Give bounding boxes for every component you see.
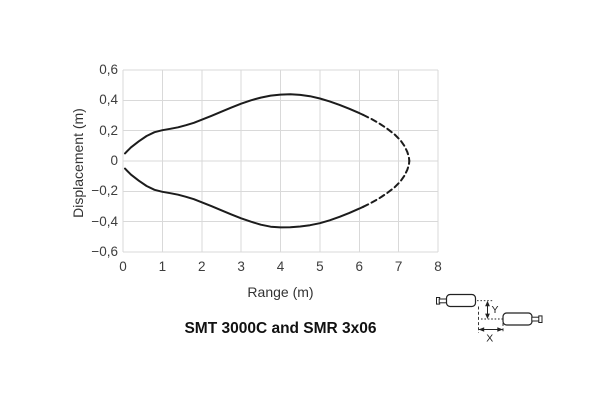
connector-stem-icon <box>438 298 448 304</box>
y-tick-label: −0,2 <box>91 183 118 199</box>
x-tick-label: 3 <box>237 259 245 274</box>
x-tick-label: 5 <box>316 259 324 274</box>
series-lower-envelope-solid <box>124 167 365 229</box>
y-tick-label: 0,6 <box>99 62 118 77</box>
y-tick-label: 0,2 <box>99 122 118 138</box>
chart-title: SMT 3000C and SMR 3x06 <box>184 320 377 337</box>
x-offset-label: X <box>486 333 493 345</box>
series-lower-envelope-dashed <box>362 160 411 208</box>
transducer-top-left <box>436 293 477 308</box>
x-tick-label: 7 <box>394 259 403 274</box>
transducer-offset-diagram: Y X <box>436 293 543 345</box>
y-tick-label: −0,6 <box>91 244 118 259</box>
x-offset-dimension: X <box>478 306 504 345</box>
y-offset-label: Y <box>492 304 499 316</box>
x-axis-title: Range (m) <box>247 284 314 300</box>
x-tick-label: 1 <box>158 259 167 274</box>
series-upper-envelope-dashed <box>362 113 411 162</box>
x-tick-label: 4 <box>276 259 285 274</box>
connector-stem-icon <box>531 316 540 322</box>
connector-flange-icon <box>538 315 543 323</box>
transducer-body-icon <box>502 312 533 326</box>
x-tick-label: 2 <box>197 259 206 274</box>
series-upper-envelope-solid <box>124 93 365 155</box>
transducer-bottom-right <box>502 312 543 326</box>
transducer-body-icon <box>445 293 477 308</box>
grid-lines <box>122 69 439 253</box>
y-offset-dimension: Y <box>477 300 503 320</box>
y-tick-label: 0 <box>110 153 118 168</box>
x-tick-label: 8 <box>434 259 442 274</box>
x-tick-label: 6 <box>355 259 364 274</box>
y-tick-label: −0,4 <box>91 213 118 229</box>
curve-layer <box>124 93 411 229</box>
x-tick-label: 0 <box>119 259 127 274</box>
y-tick-label: 0,4 <box>99 92 118 108</box>
